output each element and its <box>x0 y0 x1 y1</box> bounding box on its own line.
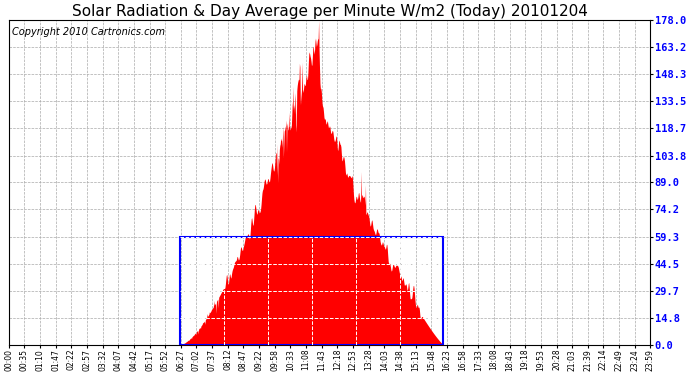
Title: Solar Radiation & Day Average per Minute W/m2 (Today) 20101204: Solar Radiation & Day Average per Minute… <box>72 4 587 19</box>
Text: Copyright 2010 Cartronics.com: Copyright 2010 Cartronics.com <box>12 27 165 37</box>
Bar <box>180 237 444 345</box>
